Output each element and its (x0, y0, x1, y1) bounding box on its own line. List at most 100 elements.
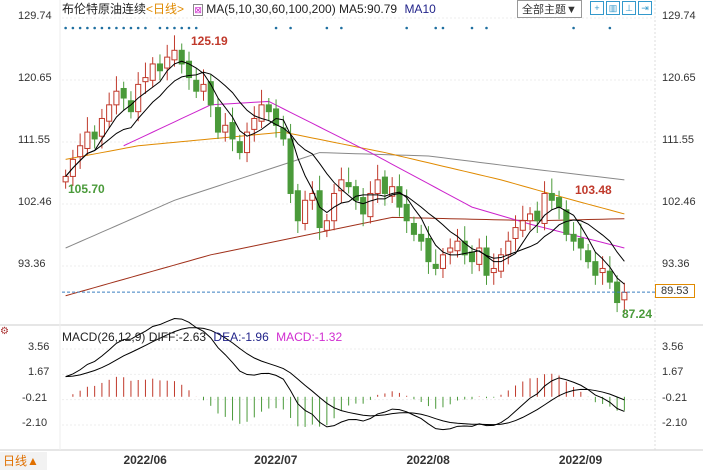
indicator-icon[interactable]: ⊠ (193, 4, 203, 16)
candle-body (106, 104, 113, 122)
macd-dea: DEA:-1.96 (213, 330, 269, 344)
event-marker (129, 26, 133, 30)
candle-body (287, 138, 294, 194)
candle-body (236, 141, 243, 154)
event-marker (100, 26, 104, 30)
candle-body (156, 63, 164, 72)
date-tick: 2022/06 (123, 453, 167, 467)
price-tick-right: 129.74 (662, 10, 696, 22)
macd-tick-right: -2.10 (662, 417, 688, 429)
candle-body (534, 210, 541, 222)
candle-body (585, 250, 592, 263)
ma100-line (65, 152, 625, 249)
price-tick-right: 111.55 (662, 134, 695, 146)
price-tick-left: 102.46 (18, 195, 52, 208)
candle-body (541, 192, 548, 224)
event-marker (289, 26, 292, 30)
candle-body (352, 186, 359, 201)
candle-body (142, 77, 149, 83)
candle-body (164, 56, 171, 69)
ma200-line (65, 216, 625, 297)
candle-body (273, 108, 280, 126)
settings-icon[interactable]: ⚙ (0, 326, 9, 337)
theme-button[interactable]: 全部主题▼ (517, 0, 582, 18)
event-marker (64, 26, 67, 30)
candle-body (193, 79, 200, 92)
candle-body (265, 104, 272, 113)
date-tick: 2022/08 (406, 453, 450, 467)
candle-body (214, 107, 222, 133)
macd-tick-left: 1.67 (28, 366, 50, 379)
event-marker (405, 26, 408, 30)
event-marker (93, 26, 96, 30)
macd-tick-right: 3.56 (662, 340, 684, 353)
candle-body (526, 213, 534, 222)
price-tick-left: 111.55 (18, 134, 51, 146)
ma10-line (65, 71, 625, 262)
candle-body (497, 254, 505, 272)
price-tick-left: 129.74 (18, 10, 52, 22)
event-marker (165, 26, 169, 30)
zoom-icon[interactable]: ⊥ (622, 1, 636, 15)
chart-header: 布伦特原油连续<日线> ⊠ MA(5,10,30,60,100,200) MA5… (62, 0, 436, 17)
event-marker (485, 26, 488, 30)
event-marker (144, 26, 147, 30)
candle-body (418, 233, 425, 242)
event-marker (173, 26, 176, 30)
candle-body (77, 145, 84, 158)
low-annotation: 87.24 (622, 307, 653, 321)
candle-body (490, 267, 497, 274)
candle-body (592, 261, 599, 276)
price-tick-right: 93.36 (662, 258, 690, 270)
event-marker (71, 26, 75, 30)
candle-body (200, 83, 207, 92)
candle-body (548, 192, 555, 201)
event-marker (274, 26, 278, 30)
price-tick-left: 120.65 (18, 71, 52, 84)
candle-body (439, 254, 447, 269)
period-button[interactable]: 日线▲ (0, 452, 47, 470)
start-low-annotation: 105.70 (68, 182, 105, 196)
macd-tick-left: -2.10 (22, 417, 48, 429)
candle-body (113, 90, 120, 106)
candle-body (476, 247, 483, 265)
instrument-title: 布伦特原油连续 (62, 2, 147, 16)
candle-body (258, 104, 265, 122)
candle-body (410, 222, 417, 235)
period-link[interactable]: <日线> (146, 2, 185, 16)
ma10-value: MA10 (404, 2, 436, 16)
candle-body (178, 49, 185, 65)
candle-body (577, 237, 584, 249)
event-marker (180, 26, 184, 30)
ma5-line (65, 60, 625, 285)
event-marker (608, 26, 612, 30)
event-marker (78, 26, 82, 30)
candle-body (381, 176, 388, 194)
candle-body (396, 186, 403, 208)
macd-value: MACD:-1.32 (276, 330, 343, 344)
candle-body (171, 49, 178, 61)
ma60-line (65, 131, 625, 215)
candle-body (505, 240, 512, 256)
macd-tick-left: -0.21 (22, 391, 48, 404)
candle-body (461, 240, 468, 256)
export-icon[interactable]: ⇥ (638, 1, 652, 15)
candle-body (389, 186, 396, 197)
ma30-line (123, 100, 625, 249)
candle-body (432, 263, 439, 269)
crosshair-icon[interactable]: + (590, 1, 604, 15)
macd-tick-right: -0.21 (662, 391, 688, 404)
candle-body (323, 220, 330, 231)
candle-body (149, 63, 156, 81)
recent-high-annotation: 103.48 (575, 183, 612, 197)
candle-body (91, 131, 98, 140)
candle-body (251, 117, 258, 130)
price-tick-left: 93.36 (18, 258, 46, 270)
candle-body (621, 291, 628, 301)
chart-toggle-icon[interactable]: ▥ (606, 1, 620, 15)
event-marker (325, 26, 329, 30)
candle-body (98, 117, 105, 137)
candle-body (294, 190, 301, 222)
candle-body (316, 190, 323, 229)
